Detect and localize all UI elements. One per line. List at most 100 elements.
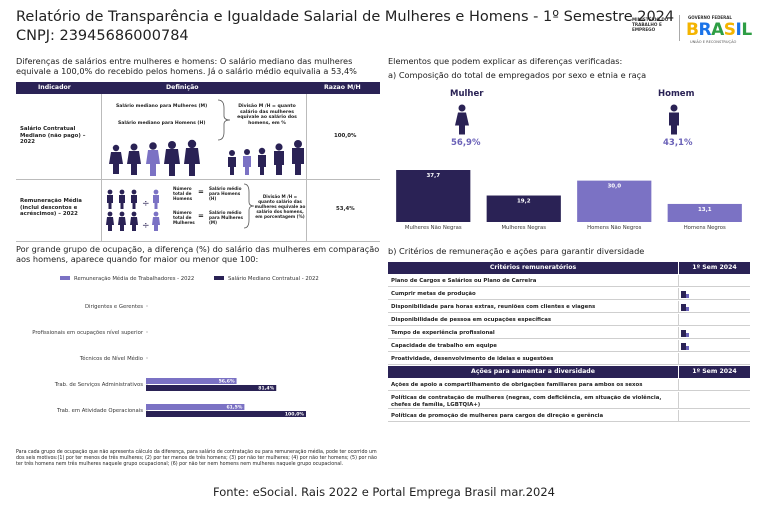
occupation-heading: Por grande grupo de ocupação, a diferenç…	[16, 244, 380, 264]
column-divider	[678, 353, 679, 365]
diversity-header: Ações para aumentar a diversidade 1º Sem …	[388, 366, 750, 378]
indicator-table-header: Indicador Definição Razao M/H	[16, 82, 380, 94]
row2-sal-h: Salário médio para Homens (H)	[209, 186, 242, 201]
category-label-4: Trab. em Atividade Operacionais	[56, 408, 143, 414]
header-razao: Razao M/H	[324, 84, 361, 91]
bar-category-1: Mulheres Negras	[501, 225, 546, 231]
source-footer: Fonte: eSocial. Rais 2022 e Portal Empre…	[213, 485, 555, 499]
column-divider	[678, 379, 679, 391]
criteria-row-0: Plano de Cargos e Salários ou Plano de C…	[388, 275, 750, 287]
criteria-heading: b) Critérios de remuneração e ações para…	[388, 246, 645, 256]
hbar-4-1	[146, 411, 306, 417]
bar-category-0: Mulheres Não Negras	[405, 225, 462, 231]
row2-ratio: 53,4%	[336, 206, 355, 212]
occupation-bar-chart: Remuneração Média de Trabalhadores - 202…	[32, 275, 319, 418]
svg-text:÷: ÷	[142, 199, 150, 209]
check-mark-icon	[681, 304, 689, 311]
hbar-label-3-1: 81,4%	[258, 386, 274, 392]
diversity-row-1-text: Políticas de contratação de mulheres (ne…	[391, 395, 662, 408]
equals-sign-2: =	[198, 212, 204, 220]
equals-sign-1: =	[198, 188, 204, 196]
legend-swatch-0	[60, 276, 70, 280]
column-divider	[678, 275, 679, 287]
bar-value-1: 19,2	[517, 199, 531, 205]
uniao-label: UNIÃO E RECONSTRUÇÃO	[690, 40, 737, 44]
row2-sal-m: Salário médio para Mulheres (M)	[209, 210, 243, 225]
column-divider	[678, 327, 679, 339]
brace-icon-2	[243, 183, 255, 229]
diversity-row-0: Ações de apoio a compartilhamento de obr…	[388, 379, 750, 391]
man-icon	[669, 104, 679, 135]
diversity-header-period: 1º Sem 2024	[678, 366, 750, 378]
check-mark-icon	[681, 330, 689, 337]
hbar-3-1	[146, 385, 277, 391]
column-divider	[678, 340, 679, 352]
composition-bar-chart: 37,7 Mulheres Não Negras 19,2 Mulheres Negr…	[396, 170, 742, 231]
category-label-3: Trab. de Serviços Administrativos	[54, 382, 143, 388]
people-icons-row2: ÷ ÷	[106, 189, 160, 231]
federal-label: GOVERNO FEDERAL	[688, 15, 732, 20]
row2-indicator: Remuneração Média (inclui descontos e ac…	[20, 198, 82, 217]
column-divider	[678, 410, 679, 422]
hbar-label-4-1: 100,0%	[285, 412, 305, 418]
diversity-row-2-text: Políticas de promoção de mulheres para c…	[391, 413, 604, 419]
hbar-label-3-0: 56,6%	[219, 379, 235, 385]
legend-label-0: Remuneração Média de Trabalhadores - 202…	[74, 275, 194, 282]
bar-0	[396, 170, 471, 222]
row1-explain: Divisão M /H = quanto salário das mulher…	[237, 104, 297, 126]
mulher-label: Mulher	[450, 89, 484, 99]
bar-2	[577, 180, 652, 222]
row1-indicator: Salário Contratual Mediano (não pago) – …	[20, 126, 86, 145]
intro-text: Diferenças de salários entre mulheres e …	[16, 56, 357, 76]
explain-heading: Elementos que podem explicar as diferenç…	[388, 56, 623, 66]
diversity-header-title: Ações para aumentar a diversidade	[471, 368, 595, 375]
criteria-row-2: Disponibilidade para horas extras, reuni…	[388, 301, 750, 313]
bar-1	[486, 195, 561, 222]
row2-explain: Divisão M /H = quanto salário das mulher…	[254, 194, 306, 219]
logo-divider	[679, 15, 680, 41]
criteria-row-0-text: Plano de Cargos e Salários ou Plano de C…	[391, 278, 537, 284]
criteria-header-title: Critérios remuneratórios	[489, 264, 577, 271]
homem-percentage: 43,1%	[663, 138, 693, 148]
row2-num-m: Número total de Mulheres	[173, 210, 195, 225]
criteria-row-4: Tempo de experiência profissional	[388, 327, 750, 339]
criteria-row-1: Cumprir metas de produção	[388, 288, 750, 300]
check-mark-icon	[681, 343, 689, 350]
column-divider	[678, 301, 679, 313]
bar-value-2: 30,0	[607, 184, 621, 190]
bar-3	[667, 203, 742, 222]
criteria-header-period: 1º Sem 2024	[678, 262, 750, 274]
mulher-percentage: 56,9%	[451, 138, 481, 148]
category-label-1: Profissionais em ocupações nível superio…	[32, 329, 144, 336]
row2-num-h: Número total de Homens	[173, 186, 193, 201]
ministry-label: MINISTÉRIO DO TRABALHO E EMPREGO	[632, 17, 669, 32]
indicator-table: Indicador Definição Razao M/H Salário Co…	[16, 82, 380, 242]
composition-heading: a) Composição do total de empregados por…	[388, 70, 647, 80]
column-divider	[678, 288, 679, 300]
homem-label: Homem	[658, 89, 695, 99]
criteria-row-4-text: Tempo de experiência profissional	[391, 330, 495, 336]
government-logo: MINISTÉRIO DO TRABALHO E EMPREGO GOVERNO…	[632, 15, 752, 45]
hbar-4-0	[146, 404, 245, 410]
bar-category-2: Homens Não Negros	[587, 225, 641, 231]
column-divider	[678, 314, 679, 326]
legend-label-1: Salário Mediano Contratual - 2022	[228, 275, 319, 282]
brasil-wordmark: BRASIL	[686, 20, 752, 40]
hbar-3-0	[146, 378, 237, 384]
criteria-row-3: Disponibilidade de pessoa em ocupações e…	[388, 314, 750, 326]
brace-icon	[217, 99, 231, 141]
header-indicador: Indicador	[38, 84, 71, 91]
occupation-note: Para cada grupo de ocupação que não apre…	[16, 450, 377, 467]
header-definicao: Definição	[166, 84, 199, 91]
criteria-row-1-text: Cumprir metas de produção	[391, 291, 476, 297]
legend-swatch-1	[214, 276, 224, 280]
diversity-row-2: Políticas de promoção de mulheres para c…	[388, 410, 750, 422]
row1-ratio: 100,0%	[334, 133, 357, 139]
bar-value-0: 37,7	[426, 173, 440, 179]
report-title: Relatório de Transparência e Igualdade S…	[16, 9, 675, 25]
row1-label-h: Salário mediano para Homens (H)	[118, 121, 206, 126]
criteria-header: Critérios remuneratórios 1º Sem 2024	[388, 262, 750, 274]
criteria-row-3-text: Disponibilidade de pessoa em ocupações e…	[391, 317, 552, 323]
criteria-row-6-text: Proatividade, desenvolvimento de ideias …	[391, 356, 554, 362]
criteria-row-2-text: Disponibilidade para horas extras, reuni…	[391, 304, 596, 310]
